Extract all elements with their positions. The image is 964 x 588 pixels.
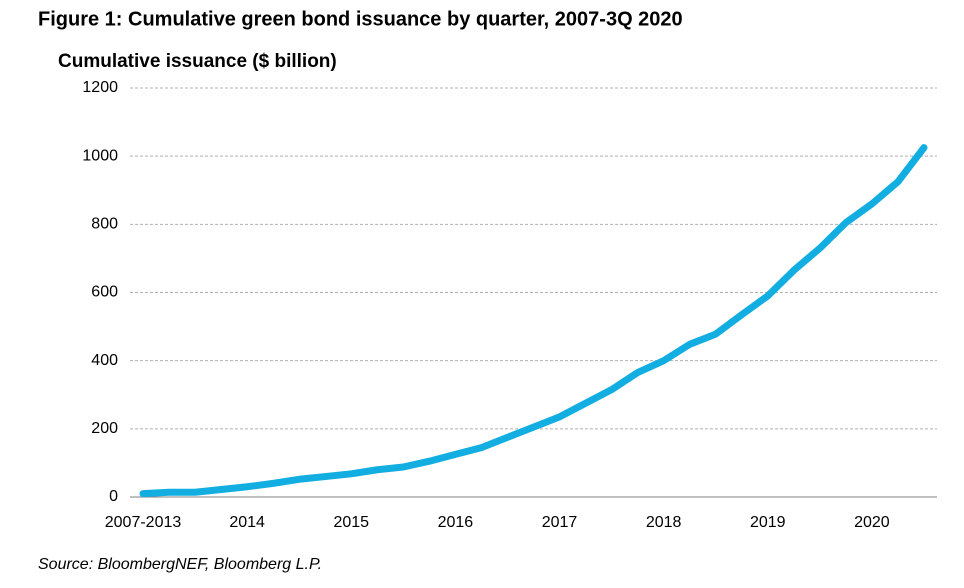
x-tick-label: 2014 <box>229 514 265 531</box>
x-tick-label: 2015 <box>333 514 369 531</box>
data-line <box>139 144 928 498</box>
x-tick-label: 2020 <box>854 514 890 531</box>
y-tick-label: 600 <box>91 284 118 301</box>
y-tick-label: 400 <box>91 352 118 369</box>
y-tick-label: 0 <box>109 488 118 505</box>
y-tick-label: 200 <box>91 420 118 437</box>
x-tick-label: 2019 <box>750 514 786 531</box>
x-tick-label: 2016 <box>438 514 474 531</box>
y-tick-label: 800 <box>91 216 118 233</box>
y-axis-label: Cumulative issuance ($ billion) <box>58 51 337 72</box>
chart-title: Figure 1: Cumulative green bond issuance… <box>38 8 683 30</box>
y-tick-label: 1000 <box>82 147 118 164</box>
x-tick-label: 2017 <box>542 514 578 531</box>
source: Source: BloombergNEF, Bloomberg L.P. <box>38 556 322 573</box>
y-tick-label: 1200 <box>82 79 118 96</box>
x-tick-label: 2018 <box>646 514 682 531</box>
x-tick-label: 2007-2013 <box>105 514 182 531</box>
